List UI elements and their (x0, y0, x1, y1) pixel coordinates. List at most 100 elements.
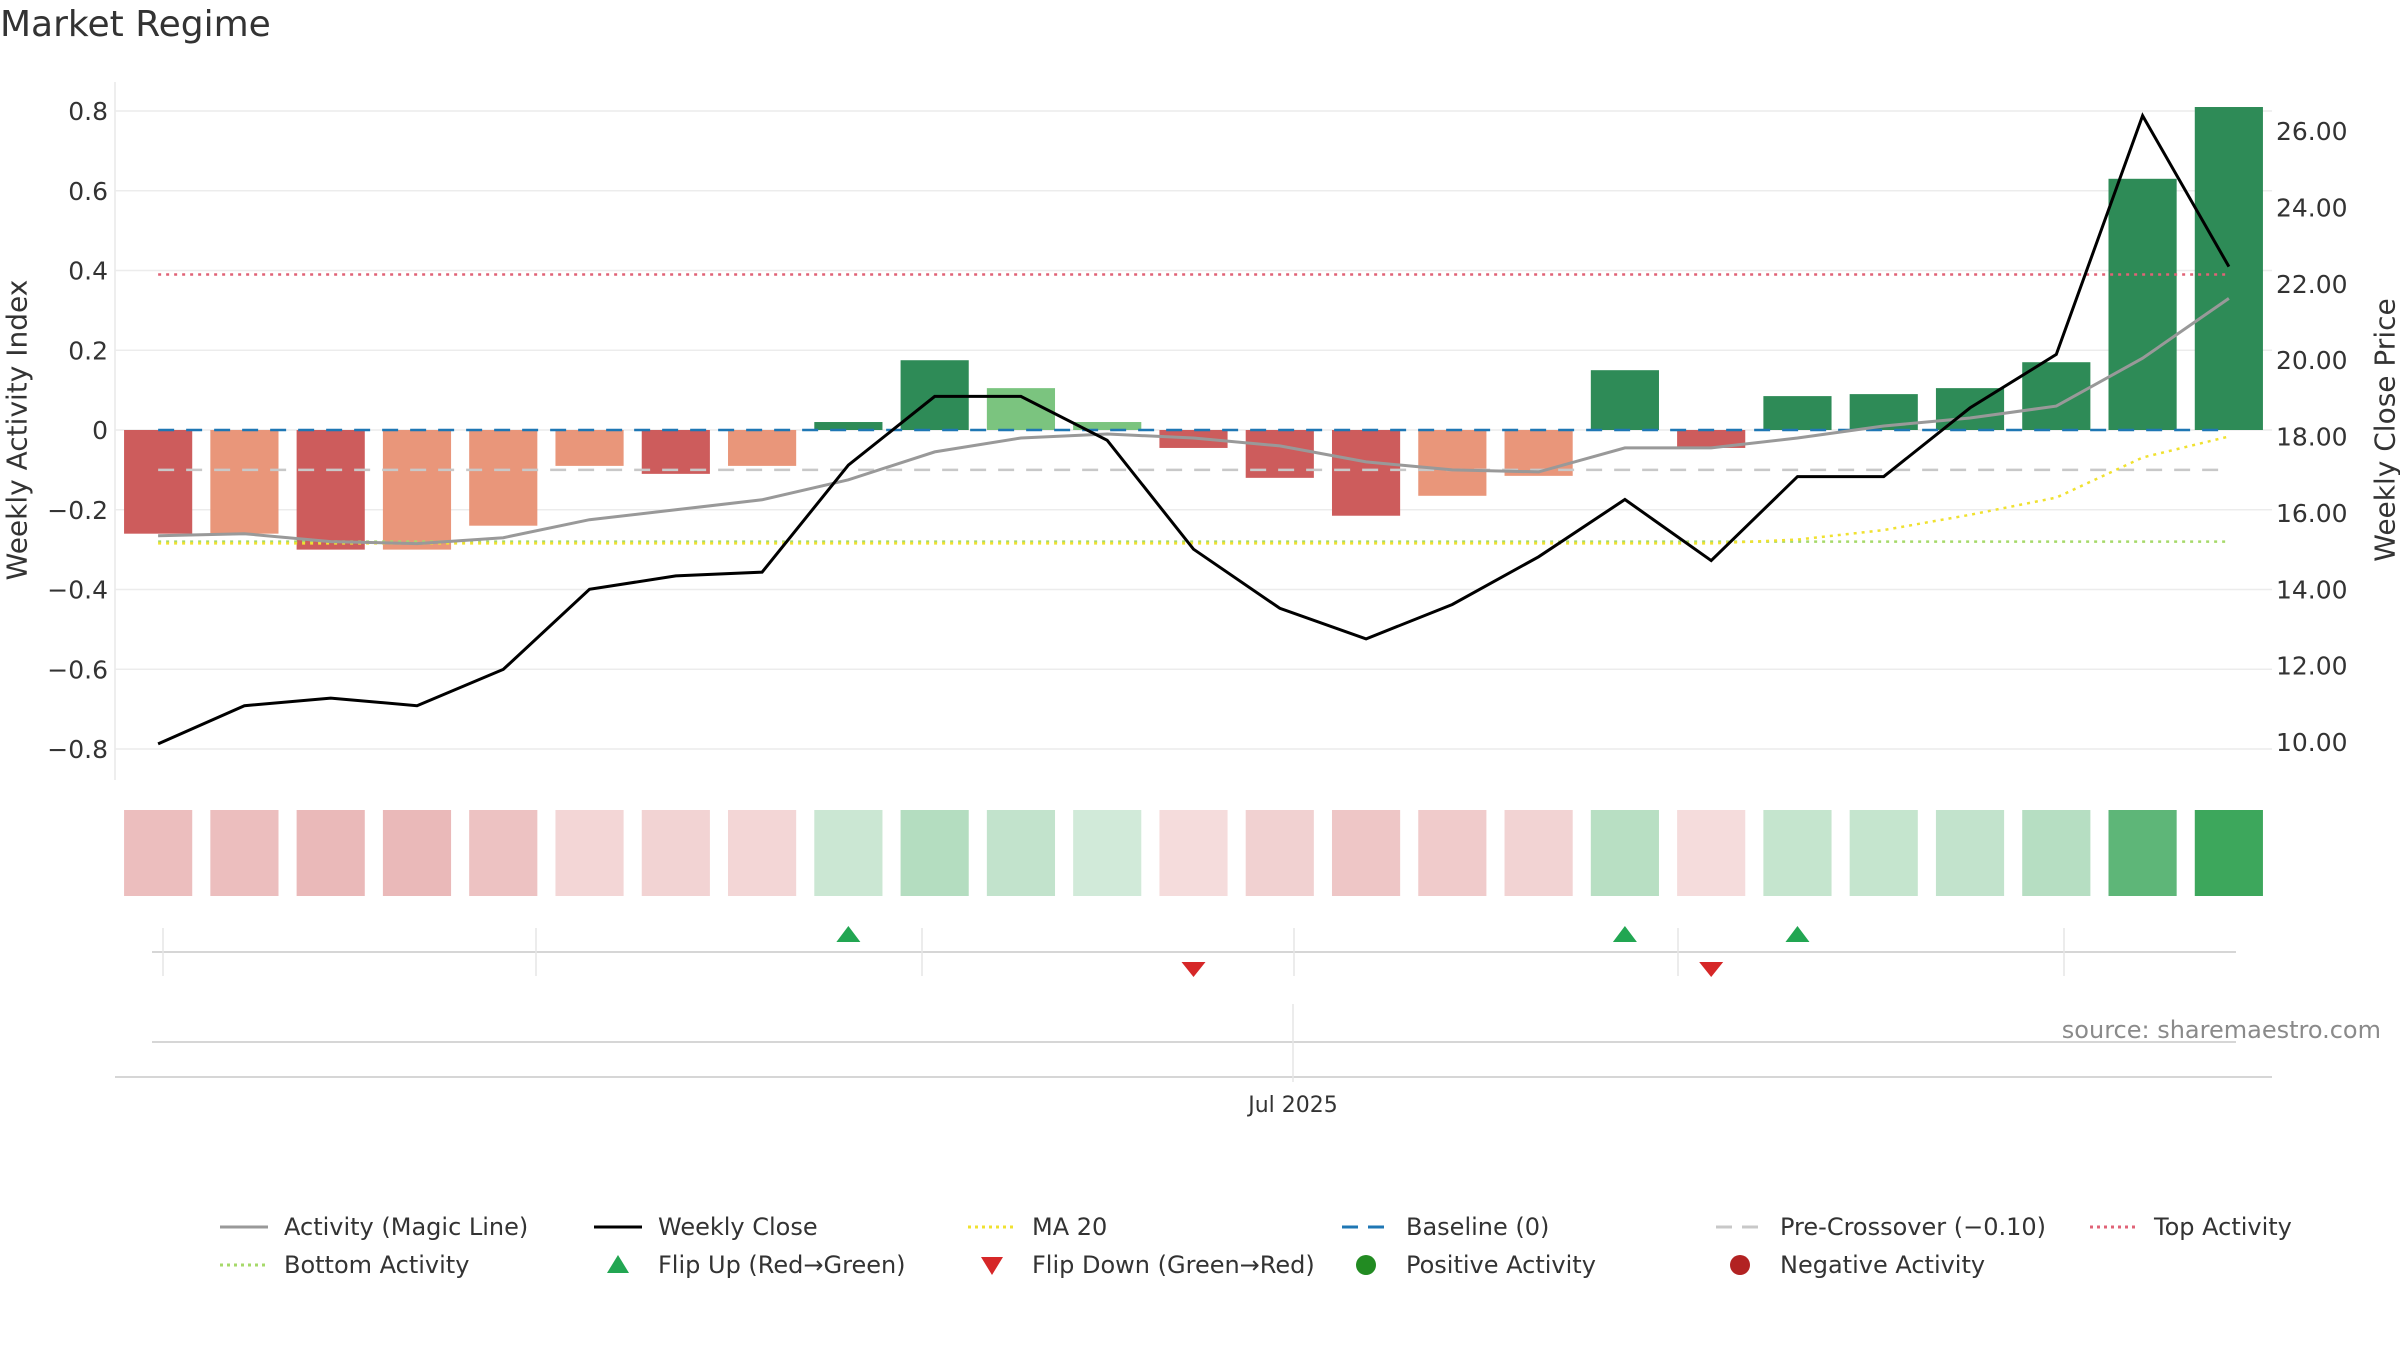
legend-label: Flip Up (Red→Green) (658, 1251, 906, 1279)
left-tick-label: 0 (92, 416, 108, 445)
legend-label: Flip Down (Green→Red) (1032, 1251, 1315, 1279)
timeline-panel: Jul 2025 (115, 1004, 2272, 1118)
right-tick-label: 24.00 (2276, 193, 2348, 222)
heat-strip-cell (1590, 810, 1659, 896)
heat-strip-cell (1245, 810, 1314, 896)
activity-bar (2108, 178, 2177, 430)
legend-label: MA 20 (1032, 1213, 1108, 1241)
source-credit: source: sharemaestro.com (2061, 1016, 2381, 1044)
activity-bars (124, 107, 2263, 550)
weekly-close-line (157, 112, 2231, 746)
flip-up-marker (1612, 926, 1637, 942)
legend-label: Activity (Magic Line) (284, 1213, 529, 1241)
heat-strip-cell (1331, 810, 1401, 896)
activity-bar (124, 430, 193, 534)
legend-item-flip-down: Flip Down (Green→Red) (962, 1246, 1315, 1284)
activity-bar (210, 430, 279, 534)
right-axis-ticks: 26.00 24.00 22.00 20.00 18.00 16.00 14.00 12.00… (2276, 117, 2348, 757)
heat-strip-cell (1073, 810, 1142, 896)
left-axis-ticks: 0.8 0.6 0.4 0.2 0 −0.2 −0.4 −0.6 −0.8 (47, 97, 108, 764)
left-tick-label: 0.4 (68, 257, 108, 286)
right-tick-label: 16.00 (2276, 499, 2348, 528)
left-axis-label: Weekly Activity Index (0, 279, 34, 581)
right-tick-label: 14.00 (2276, 575, 2348, 604)
left-tick-label: 0.6 (68, 177, 108, 206)
heat-strip-cell (1677, 810, 1746, 896)
heat-strip-cell (382, 810, 452, 896)
right-axis-label: Weekly Close Price (2368, 298, 2400, 562)
right-tick-label: 26.00 (2276, 117, 2348, 146)
legend-label: Top Activity (2154, 1213, 2292, 1241)
line-dotted-green-icon (220, 1263, 268, 1267)
triangle-down-red-icon (981, 1257, 1003, 1275)
legend-item-bottom-activity: Bottom Activity (214, 1246, 469, 1284)
legend-item-magic-line: Activity (Magic Line) (214, 1208, 528, 1246)
right-tick-label: 22.00 (2276, 270, 2348, 299)
heat-strip-cell (1159, 810, 1228, 896)
legend-item-baseline: Baseline (0) (1336, 1208, 1549, 1246)
left-tick-label: −0.4 (47, 576, 108, 605)
left-tick-label: −0.2 (47, 496, 108, 525)
heat-strip-cell (814, 810, 883, 896)
legend-label: Negative Activity (1780, 1251, 1986, 1279)
heat-strip-cell (124, 810, 193, 896)
line-dashed-gray-icon (1716, 1225, 1764, 1229)
legend-item-flip-up: Flip Up (Red→Green) (588, 1246, 906, 1284)
activity-bar (555, 430, 624, 466)
line-solid-black-icon (594, 1225, 642, 1229)
heat-strip-cell (900, 810, 969, 896)
legend-label: Baseline (0) (1406, 1213, 1550, 1241)
right-tick-label: 12.00 (2276, 652, 2348, 681)
heat-strip-cell (641, 810, 710, 896)
heat-strip-cell (296, 810, 365, 896)
activity-bar (641, 430, 710, 474)
legend-item-positive-activity: Positive Activity (1336, 1246, 1596, 1284)
legend-label: Bottom Activity (284, 1251, 470, 1279)
heat-strip-cell (210, 810, 279, 896)
x-tick-label: Jul 2025 (1246, 1093, 1338, 1118)
flip-down-marker (1699, 962, 1724, 977)
line-dotted-yellow-icon (968, 1225, 1016, 1229)
activity-bar (814, 422, 883, 430)
triangle-up-green-icon (607, 1255, 629, 1273)
heat-strip-cell (2108, 810, 2177, 896)
chart-title: Market Regime (0, 4, 271, 45)
heat-strip-cell (1504, 810, 1573, 896)
heat-strip-cell (555, 810, 624, 896)
activity-bar (2022, 362, 2091, 430)
reference-lines (158, 273, 2229, 543)
heat-strip-cell (986, 810, 1056, 896)
legend-label: Positive Activity (1406, 1251, 1596, 1279)
left-tick-label: −0.8 (47, 735, 108, 764)
legend-item-pre-crossover: Pre-Crossover (−0.10) (1710, 1208, 2046, 1246)
activity-bar (1590, 370, 1659, 430)
line-dashed-blue-icon (1342, 1225, 1390, 1229)
heat-strip-cell (1763, 810, 1832, 896)
flip-up-marker (836, 926, 861, 942)
activity-bar (1418, 430, 1487, 496)
activity-bar (382, 430, 452, 550)
circle-green-icon (1356, 1255, 1376, 1275)
left-tick-label: −0.6 (47, 655, 108, 684)
activity-heat-strip (124, 810, 2263, 896)
heat-strip-cell (2022, 810, 2091, 896)
activity-bar (1504, 430, 1573, 476)
right-tick-label: 18.00 (2276, 423, 2348, 452)
activity-bar (1763, 396, 1832, 430)
left-tick-label: 0.8 (68, 97, 108, 126)
right-tick-label: 10.00 (2276, 728, 2348, 757)
activity-bar (1331, 430, 1401, 516)
heat-strip-cell (728, 810, 797, 896)
flip-down-marker (1181, 962, 1206, 977)
legend-item-negative-activity: Negative Activity (1710, 1246, 1985, 1284)
activity-bar (1677, 430, 1746, 448)
heat-strip-cell (1935, 810, 2005, 896)
heat-strip-cell (469, 810, 538, 896)
heat-strip-cell (1418, 810, 1487, 896)
activity-bar (2194, 107, 2263, 430)
line-solid-gray-icon (220, 1225, 268, 1229)
left-tick-label: 0.2 (68, 336, 108, 365)
legend-item-ma20: MA 20 (962, 1208, 1107, 1246)
legend-item-weekly-close: Weekly Close (588, 1208, 818, 1246)
magic-line (158, 297, 2230, 546)
